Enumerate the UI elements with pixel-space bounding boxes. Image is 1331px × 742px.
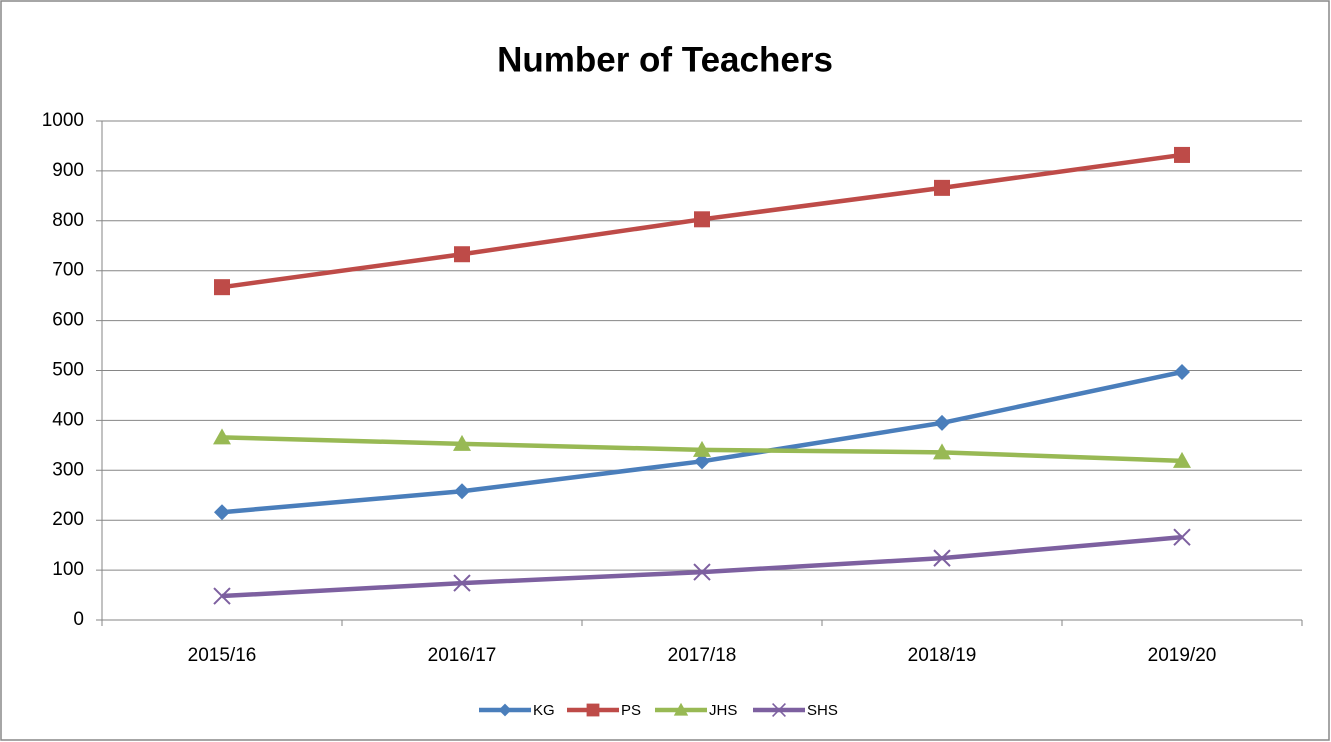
marker bbox=[1173, 528, 1191, 546]
legend-label: KG bbox=[533, 702, 555, 719]
marker bbox=[934, 179, 950, 196]
marker bbox=[454, 246, 470, 263]
y-tick-label: 800 bbox=[52, 210, 84, 231]
x-tick-label: 2017/18 bbox=[668, 645, 737, 666]
y-tick-label: 600 bbox=[52, 310, 84, 331]
marker bbox=[694, 453, 710, 470]
marker bbox=[1174, 363, 1190, 380]
y-tick-label: 200 bbox=[52, 509, 84, 530]
marker bbox=[1173, 451, 1191, 468]
y-tick-label: 500 bbox=[52, 360, 84, 381]
legend-marker bbox=[586, 703, 600, 717]
y-tick-label: 300 bbox=[52, 459, 84, 480]
marker bbox=[933, 549, 951, 567]
marker bbox=[453, 434, 471, 451]
chart-title: Number of Teachers bbox=[497, 40, 833, 79]
legend-label: JHS bbox=[709, 702, 737, 719]
marker bbox=[213, 428, 231, 445]
y-tick-label: 100 bbox=[52, 559, 84, 580]
legend-item: PS bbox=[567, 702, 641, 719]
y-tick-label: 0 bbox=[73, 609, 84, 630]
legend-marker bbox=[772, 703, 786, 717]
marker bbox=[934, 414, 950, 431]
marker bbox=[933, 443, 951, 460]
marker bbox=[453, 574, 471, 592]
y-tick-label: 700 bbox=[52, 260, 84, 281]
marker bbox=[1174, 146, 1190, 163]
marker bbox=[214, 504, 230, 521]
marker bbox=[693, 563, 711, 581]
x-tick-label: 2015/16 bbox=[188, 645, 257, 666]
y-tick-label: 900 bbox=[52, 160, 84, 181]
x-tick-label: 2018/19 bbox=[908, 645, 977, 666]
marker bbox=[214, 279, 230, 296]
marker bbox=[213, 587, 231, 605]
x-tick-label: 2019/20 bbox=[1148, 645, 1217, 666]
legend-label: PS bbox=[621, 702, 641, 719]
legend-item: SHS bbox=[753, 702, 838, 719]
y-tick-label: 1000 bbox=[42, 110, 84, 131]
x-tick-label: 2016/17 bbox=[428, 645, 497, 666]
legend-marker bbox=[673, 702, 689, 716]
legend-item: JHS bbox=[655, 702, 737, 719]
marker bbox=[454, 483, 470, 500]
marker bbox=[693, 440, 711, 457]
legend-label: SHS bbox=[807, 702, 838, 719]
marker bbox=[694, 211, 710, 228]
y-tick-label: 400 bbox=[52, 409, 84, 430]
